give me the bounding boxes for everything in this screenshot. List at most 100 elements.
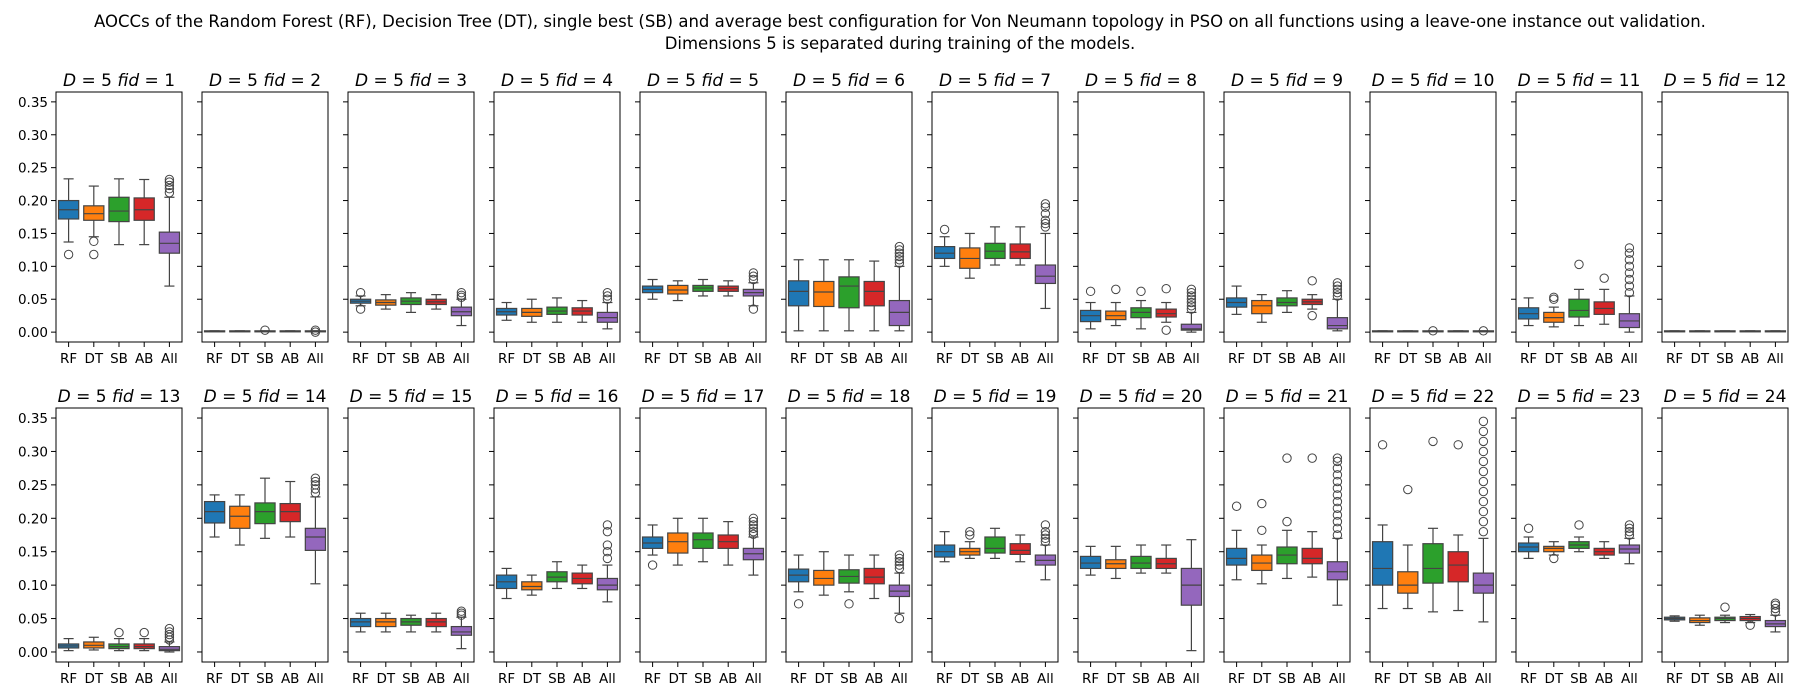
outlier-point bbox=[1377, 440, 1388, 450]
x-tick-label: AB bbox=[427, 351, 446, 367]
outlier-point bbox=[310, 480, 321, 490]
x-tick-label: DT bbox=[1252, 351, 1271, 367]
box-body bbox=[838, 276, 860, 309]
x-tick-label: All bbox=[453, 351, 470, 367]
box-SB bbox=[400, 614, 422, 633]
y-tick-label: 0.35 bbox=[18, 95, 48, 111]
box-DT bbox=[83, 185, 105, 260]
panel-title: D = 5 fid = 21 bbox=[1226, 387, 1349, 407]
outlier-point bbox=[1040, 526, 1051, 537]
outlier-point bbox=[164, 180, 175, 191]
box-body bbox=[158, 231, 181, 254]
outlier-point bbox=[1332, 516, 1343, 527]
panels-grid: D = 5 fid = 1 0.00 0.05 0.10 0.15 0.20 0.25 0.3… bbox=[18, 71, 1789, 687]
outlier-point bbox=[260, 325, 270, 335]
box-AB bbox=[425, 294, 447, 310]
x-tick-label: All bbox=[161, 351, 178, 367]
outlier-point bbox=[1282, 453, 1292, 463]
panel-fid-24: D = 5 fid = 24 RF DT SB AB All bbox=[1657, 387, 1789, 687]
x-tick-label: AB bbox=[1011, 351, 1030, 367]
x-tick-label: DT bbox=[230, 351, 249, 367]
outlier-point bbox=[894, 557, 905, 567]
box-body bbox=[304, 527, 327, 551]
outlier-point bbox=[1332, 496, 1343, 507]
box-body bbox=[1009, 243, 1031, 260]
outlier-point bbox=[894, 553, 905, 564]
box-DT bbox=[1251, 498, 1273, 585]
outlier-point bbox=[1720, 602, 1730, 612]
box-SB bbox=[108, 178, 130, 246]
x-tick-label: DT bbox=[1398, 671, 1417, 687]
outlier-point bbox=[1403, 484, 1413, 495]
outlier-point bbox=[965, 530, 975, 540]
x-tick-label: RF bbox=[644, 671, 661, 687]
figure-subtitle: Dimensions 5 is separated during trainin… bbox=[665, 34, 1136, 53]
panel-frame bbox=[493, 407, 621, 663]
box-RF bbox=[933, 224, 956, 267]
outlier-point bbox=[1624, 268, 1635, 278]
panel-title: D = 5 fid = 8 bbox=[1085, 71, 1197, 91]
x-tick-label: DT bbox=[1106, 351, 1125, 367]
box-body bbox=[692, 532, 714, 549]
x-tick-label: RF bbox=[1082, 351, 1099, 367]
x-tick-label: DT bbox=[1544, 351, 1563, 367]
outlier-point bbox=[1257, 498, 1267, 509]
outlier-point bbox=[748, 520, 759, 530]
box-AB bbox=[133, 627, 155, 652]
box-AB bbox=[863, 260, 885, 332]
x-tick-label: All bbox=[745, 671, 762, 687]
box-RF bbox=[641, 524, 664, 570]
outlier-point bbox=[1040, 199, 1051, 209]
outlier-point bbox=[89, 249, 99, 260]
box-DT bbox=[229, 330, 251, 333]
box-RF bbox=[1079, 286, 1102, 330]
x-tick-label: All bbox=[1767, 351, 1784, 367]
box-DT bbox=[959, 232, 981, 279]
box-RF bbox=[787, 259, 810, 332]
box-body bbox=[133, 197, 155, 221]
outlier-point bbox=[602, 520, 613, 530]
x-tick-label: All bbox=[1329, 671, 1346, 687]
outlier-point bbox=[1332, 490, 1343, 500]
outlier-point bbox=[602, 294, 613, 304]
x-tick-label: SB bbox=[402, 351, 420, 367]
box-body bbox=[888, 299, 911, 327]
panel-title: D = 5 fid = 24 bbox=[1664, 387, 1787, 407]
x-tick-label: AB bbox=[865, 351, 884, 367]
outlier-point bbox=[164, 174, 175, 185]
outlier-point bbox=[894, 258, 905, 268]
box-body bbox=[254, 502, 276, 525]
outlier-point bbox=[1428, 436, 1438, 447]
box-body bbox=[1447, 551, 1469, 583]
outlier-point bbox=[1186, 294, 1197, 304]
outlier-point bbox=[1478, 526, 1489, 537]
panel-title: D = 5 fid = 22 bbox=[1372, 387, 1495, 407]
y-tick-label: 0.20 bbox=[18, 194, 48, 210]
x-tick-label: RF bbox=[498, 671, 515, 687]
outlier-point bbox=[1478, 426, 1489, 437]
outlier-point bbox=[164, 184, 175, 194]
x-tick-label: All bbox=[1475, 351, 1492, 367]
outlier-point bbox=[748, 268, 759, 278]
box-body bbox=[1326, 317, 1349, 330]
x-tick-label: AB bbox=[135, 671, 154, 687]
outlier-point bbox=[602, 291, 613, 301]
panel-frame bbox=[931, 91, 1059, 343]
box-RF bbox=[349, 287, 372, 314]
x-tick-label: DT bbox=[960, 351, 979, 367]
panel-fid-12: D = 5 fid = 12 RF DT SB AB All bbox=[1657, 71, 1789, 367]
box-DT bbox=[667, 517, 689, 566]
outlier-point bbox=[1332, 456, 1343, 467]
box-All bbox=[596, 287, 619, 330]
box-RF bbox=[1225, 501, 1248, 581]
outlier-point bbox=[602, 553, 613, 564]
outlier-point bbox=[894, 251, 905, 262]
outlier-point bbox=[894, 613, 905, 624]
panel-frame bbox=[493, 91, 621, 343]
outlier-point bbox=[894, 255, 905, 265]
panel-frame bbox=[347, 91, 475, 343]
panel-frame bbox=[1369, 407, 1497, 663]
outlier-point bbox=[1186, 287, 1197, 298]
x-tick-label: AB bbox=[719, 351, 738, 367]
box-body bbox=[1180, 567, 1203, 606]
